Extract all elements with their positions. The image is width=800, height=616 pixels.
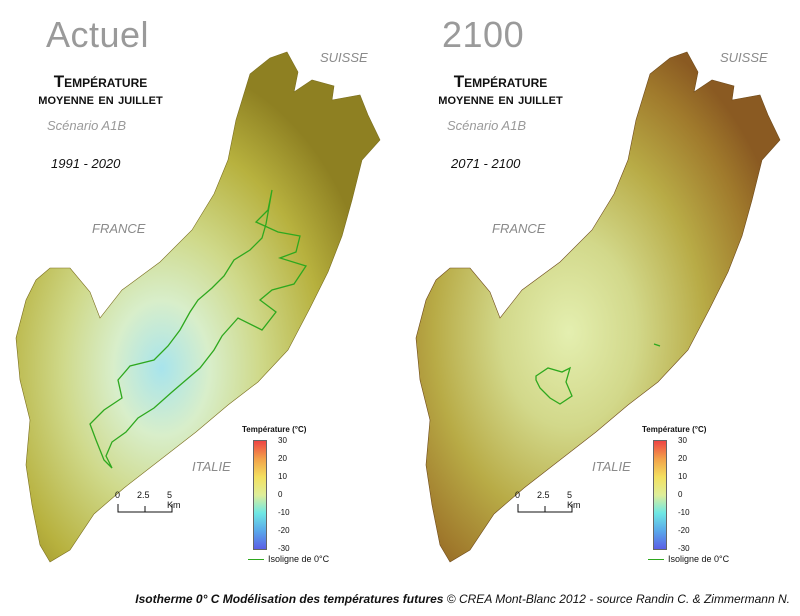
isoline-0c: [653, 343, 661, 347]
legend-color-bar: [253, 440, 267, 550]
territory-shape: [415, 51, 781, 563]
scale-tick: 2.5: [137, 490, 150, 500]
legend-tick: 20: [678, 454, 687, 463]
label-france: FRANCE: [492, 221, 546, 236]
label-france: FRANCE: [92, 221, 146, 236]
heading-line2: moyenne en juillet: [438, 91, 563, 108]
isoline-swatch: [248, 559, 264, 560]
isoline-0c: [89, 189, 308, 469]
heading-line2: moyenne en juillet: [38, 91, 163, 108]
legend-tick: 30: [678, 436, 687, 445]
temperature-map-2100: [415, 51, 781, 563]
scale-tick: 5 Km: [567, 490, 581, 510]
legend-tick: -10: [278, 508, 290, 517]
panel-title: Actuel: [46, 14, 150, 55]
label-suisse: SUISSE: [720, 50, 768, 65]
scale-tick: 5 Km: [167, 490, 181, 510]
panel-title: 2100: [442, 14, 525, 55]
scenario-label: Scénario A1B: [47, 118, 127, 133]
scale-tick: 0: [115, 490, 121, 500]
caption-bold: Isotherme 0° C Modélisation des températ…: [135, 592, 444, 606]
legend-title: Température (°C): [642, 425, 707, 434]
isoline-label: Isoligne de 0°C: [268, 554, 330, 564]
temperature-legend: Température (°C) 30 20 10 0 -10 -20 -30 …: [642, 425, 762, 575]
period-label: 1991 - 2020: [51, 156, 121, 171]
scenario-label: Scénario A1B: [447, 118, 527, 133]
label-italie: ITALIE: [192, 459, 231, 474]
legend-tick: -20: [678, 526, 690, 535]
legend-tick: -30: [678, 544, 690, 553]
isoline-0c: [535, 366, 573, 405]
legend-tick: 20: [278, 454, 287, 463]
temperature-map-current: [15, 51, 381, 563]
heading-line1: Température: [53, 72, 148, 91]
label-suisse: SUISSE: [320, 50, 368, 65]
legend-tick: 0: [278, 490, 283, 499]
legend-tick: 10: [278, 472, 287, 481]
legend-tick: 30: [278, 436, 287, 445]
scale-bar: 0 2.5 5 Km: [512, 490, 582, 522]
legend-tick: -30: [278, 544, 290, 553]
legend-color-bar: [653, 440, 667, 550]
legend-tick: 10: [678, 472, 687, 481]
legend-title: Température (°C): [242, 425, 307, 434]
heading-line1: Température: [453, 72, 548, 91]
period-label: 2071 - 2100: [451, 156, 521, 171]
scale-tick: 0: [515, 490, 521, 500]
label-italie: ITALIE: [592, 459, 631, 474]
map-panel-current: Actuel Température moyenne en juillet Sc…: [0, 0, 400, 590]
isoline-label: Isoligne de 0°C: [668, 554, 730, 564]
scale-bar: 0 2.5 5 Km: [112, 490, 182, 522]
caption-rest: © CREA Mont-Blanc 2012 - source Randin C…: [443, 592, 790, 606]
scale-tick: 2.5: [537, 490, 550, 500]
territory-shape: [15, 51, 381, 563]
source-caption: Isotherme 0° C Modélisation des températ…: [0, 592, 790, 606]
temperature-legend: Température (°C) 30 20 10 0 -10 -20 -30 …: [242, 425, 362, 575]
isoline-swatch: [648, 559, 664, 560]
legend-tick: 0: [678, 490, 683, 499]
legend-tick: -10: [678, 508, 690, 517]
legend-tick: -20: [278, 526, 290, 535]
map-panel-2100: 2100 Température moyenne en juillet Scén…: [400, 0, 800, 590]
